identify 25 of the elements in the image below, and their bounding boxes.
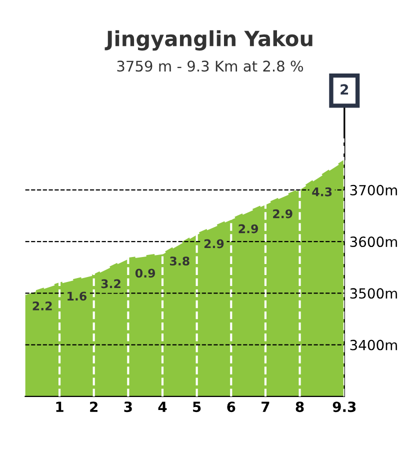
annotation: 1.6 — [68, 292, 87, 301]
x-tick-label: 3 — [124, 402, 132, 412]
annotation: 2 — [340, 84, 348, 94]
x-tick-label: 5 — [193, 402, 201, 412]
x-tick-label: 4 — [158, 402, 167, 412]
annotation: 2.9 — [273, 209, 292, 218]
annotation: 3.8 — [170, 256, 190, 266]
x-tick-label: 6 — [227, 402, 236, 412]
x-tick-label: 7 — [262, 402, 270, 412]
y-tick-label: 3600m — [350, 236, 397, 248]
x-tick-label: 2 — [90, 402, 98, 412]
y-tick-label: 3700m — [350, 184, 397, 196]
annotation: 2.2 — [32, 301, 52, 310]
y-tick-label: 3400m — [350, 340, 397, 350]
x-tick-label: 9.3 — [332, 402, 356, 412]
chart-subtitle: 3759 m - 9.3 Km at 2.8 % — [117, 60, 304, 72]
y-tick-label: 3500m — [350, 288, 397, 299]
chart-title: Jingyanglin Yakou — [104, 30, 312, 51]
annotation: 4.3 — [312, 187, 332, 196]
annotation: 2.9 — [204, 239, 224, 248]
x-tick-label: 8 — [296, 402, 304, 412]
annotation: 2.9 — [238, 224, 258, 234]
x-tick-label: 1 — [56, 402, 64, 412]
annotation: 3.2 — [101, 279, 120, 288]
annotation: 0.9 — [135, 268, 156, 278]
